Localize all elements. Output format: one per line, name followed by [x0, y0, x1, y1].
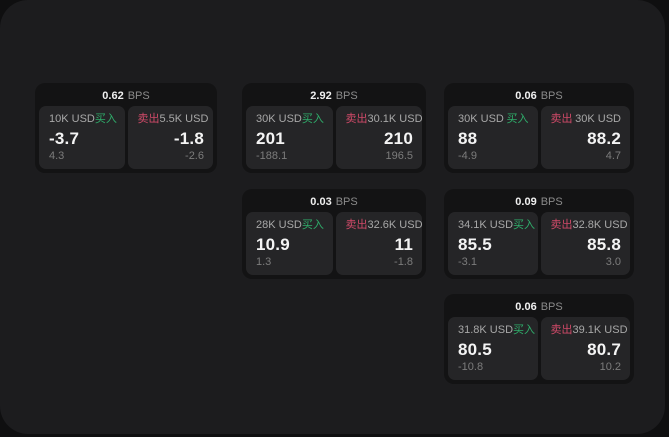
sell-side-tag: 卖出	[550, 113, 573, 125]
sell-quote-button[interactable]: 卖出 30K USD 88.2 4.7	[540, 106, 630, 169]
buy-sub-value: -4.9	[458, 150, 477, 162]
sell-side-tag: 卖出	[345, 113, 368, 125]
quote-card: 0.03 BPS 28K USD 买入 10.9 1.3 卖出 32.6K US…	[242, 189, 426, 279]
sell-side-tag: 卖出	[550, 324, 573, 336]
buy-quote-button[interactable]: 30K USD 买入 88 -4.9	[448, 106, 538, 169]
sell-quote-button[interactable]: 卖出 5.5K USD -1.8 -2.6	[127, 106, 213, 169]
spread-value: 0.06	[515, 301, 537, 313]
buy-side-tag: 买入	[506, 113, 529, 125]
spread-unit-label: BPS	[540, 196, 563, 208]
sell-price: 88.2	[587, 128, 621, 148]
spread-value: 2.92	[310, 90, 332, 102]
sell-size-label: 5.5K USD	[159, 113, 209, 125]
spread-unit-label: BPS	[335, 196, 358, 208]
sell-size-label: 32.6K USD	[367, 219, 423, 231]
buy-quote-button[interactable]: 30K USD 买入 201 -188.1	[246, 106, 333, 169]
sell-quote-button[interactable]: 卖出 30.1K USD 210 196.5	[335, 106, 423, 169]
spread-unit-label: BPS	[335, 90, 358, 102]
buy-price: 10.9	[256, 234, 290, 254]
spread-unit-label: BPS	[540, 90, 563, 102]
buy-price: -3.7	[49, 128, 80, 148]
buy-price: 88	[458, 128, 478, 148]
sell-quote-button[interactable]: 卖出 32.6K USD 11 -1.8	[335, 212, 423, 275]
sell-price: -1.8	[173, 128, 204, 148]
buy-size-label: 31.8K USD	[458, 324, 514, 336]
sell-size-label: 32.8K USD	[572, 219, 628, 231]
spread-header: 0.62 BPS	[39, 87, 213, 106]
buy-sub-value: -3.1	[458, 256, 477, 268]
spread-value: 0.09	[515, 196, 537, 208]
spread-unit-label: BPS	[540, 301, 563, 313]
buy-price: 201	[256, 128, 285, 148]
spread-header: 0.06 BPS	[448, 87, 630, 106]
buy-side-tag: 买入	[301, 219, 324, 231]
sell-side-tag: 卖出	[345, 219, 368, 231]
buy-side-tag: 买入	[301, 113, 324, 125]
sell-sub-value: 10.2	[599, 361, 621, 373]
buy-side-tag: 买入	[513, 324, 536, 336]
buy-sub-value: 1.3	[256, 256, 272, 268]
spread-value: 0.06	[515, 90, 537, 102]
quote-card: 0.62 BPS 10K USD 买入 -3.7 4.3 卖出 5.5K USD…	[35, 83, 217, 173]
buy-sub-value: -188.1	[256, 150, 288, 162]
sell-size-label: 39.1K USD	[572, 324, 628, 336]
buy-price: 80.5	[458, 339, 492, 359]
spread-header: 0.06 BPS	[448, 298, 630, 317]
buy-quote-button[interactable]: 31.8K USD 买入 80.5 -10.8	[448, 317, 538, 380]
spread-value: 0.03	[310, 196, 332, 208]
buy-quote-button[interactable]: 34.1K USD 买入 85.5 -3.1	[448, 212, 538, 275]
sell-size-label: 30.1K USD	[367, 113, 423, 125]
sell-sub-value: 3.0	[605, 256, 621, 268]
spread-header: 0.09 BPS	[448, 193, 630, 212]
quote-card: 0.09 BPS 34.1K USD 买入 85.5 -3.1 卖出 32.8K…	[444, 189, 634, 279]
buy-price: 85.5	[458, 234, 492, 254]
buy-sub-value: -10.8	[458, 361, 484, 373]
sell-sub-value: -2.6	[185, 150, 204, 162]
sell-side-tag: 卖出	[137, 113, 160, 125]
spread-header: 0.03 BPS	[246, 193, 422, 212]
sell-side-tag: 卖出	[550, 219, 573, 231]
buy-size-label: 10K USD	[49, 113, 95, 125]
sell-quote-button[interactable]: 卖出 32.8K USD 85.8 3.0	[540, 212, 630, 275]
sell-sub-value: -1.8	[394, 256, 413, 268]
sell-sub-value: 4.7	[605, 150, 621, 162]
buy-side-tag: 买入	[94, 113, 117, 125]
buy-size-label: 30K USD	[458, 113, 504, 125]
quote-card: 2.92 BPS 30K USD 买入 201 -188.1 卖出 30.1K …	[242, 83, 426, 173]
sell-price: 11	[394, 234, 413, 254]
buy-size-label: 34.1K USD	[458, 219, 514, 231]
buy-size-label: 28K USD	[256, 219, 302, 231]
sell-price: 80.7	[587, 339, 621, 359]
buy-sub-value: 4.3	[49, 150, 65, 162]
sell-price: 85.8	[587, 234, 621, 254]
sell-sub-value: 196.5	[385, 150, 413, 162]
buy-quote-button[interactable]: 10K USD 买入 -3.7 4.3	[39, 106, 125, 169]
buy-side-tag: 买入	[513, 219, 536, 231]
sell-price: 210	[384, 128, 413, 148]
quote-card: 0.06 BPS 31.8K USD 买入 80.5 -10.8 卖出 39.1…	[444, 294, 634, 384]
quote-card: 0.06 BPS 30K USD 买入 88 -4.9 卖出 30K USD 8…	[444, 83, 634, 173]
spread-header: 2.92 BPS	[246, 87, 422, 106]
spread-value: 0.62	[102, 90, 124, 102]
sell-quote-button[interactable]: 卖出 39.1K USD 80.7 10.2	[540, 317, 630, 380]
buy-size-label: 30K USD	[256, 113, 302, 125]
sell-size-label: 30K USD	[575, 113, 621, 125]
buy-quote-button[interactable]: 28K USD 买入 10.9 1.3	[246, 212, 333, 275]
spread-unit-label: BPS	[127, 90, 150, 102]
